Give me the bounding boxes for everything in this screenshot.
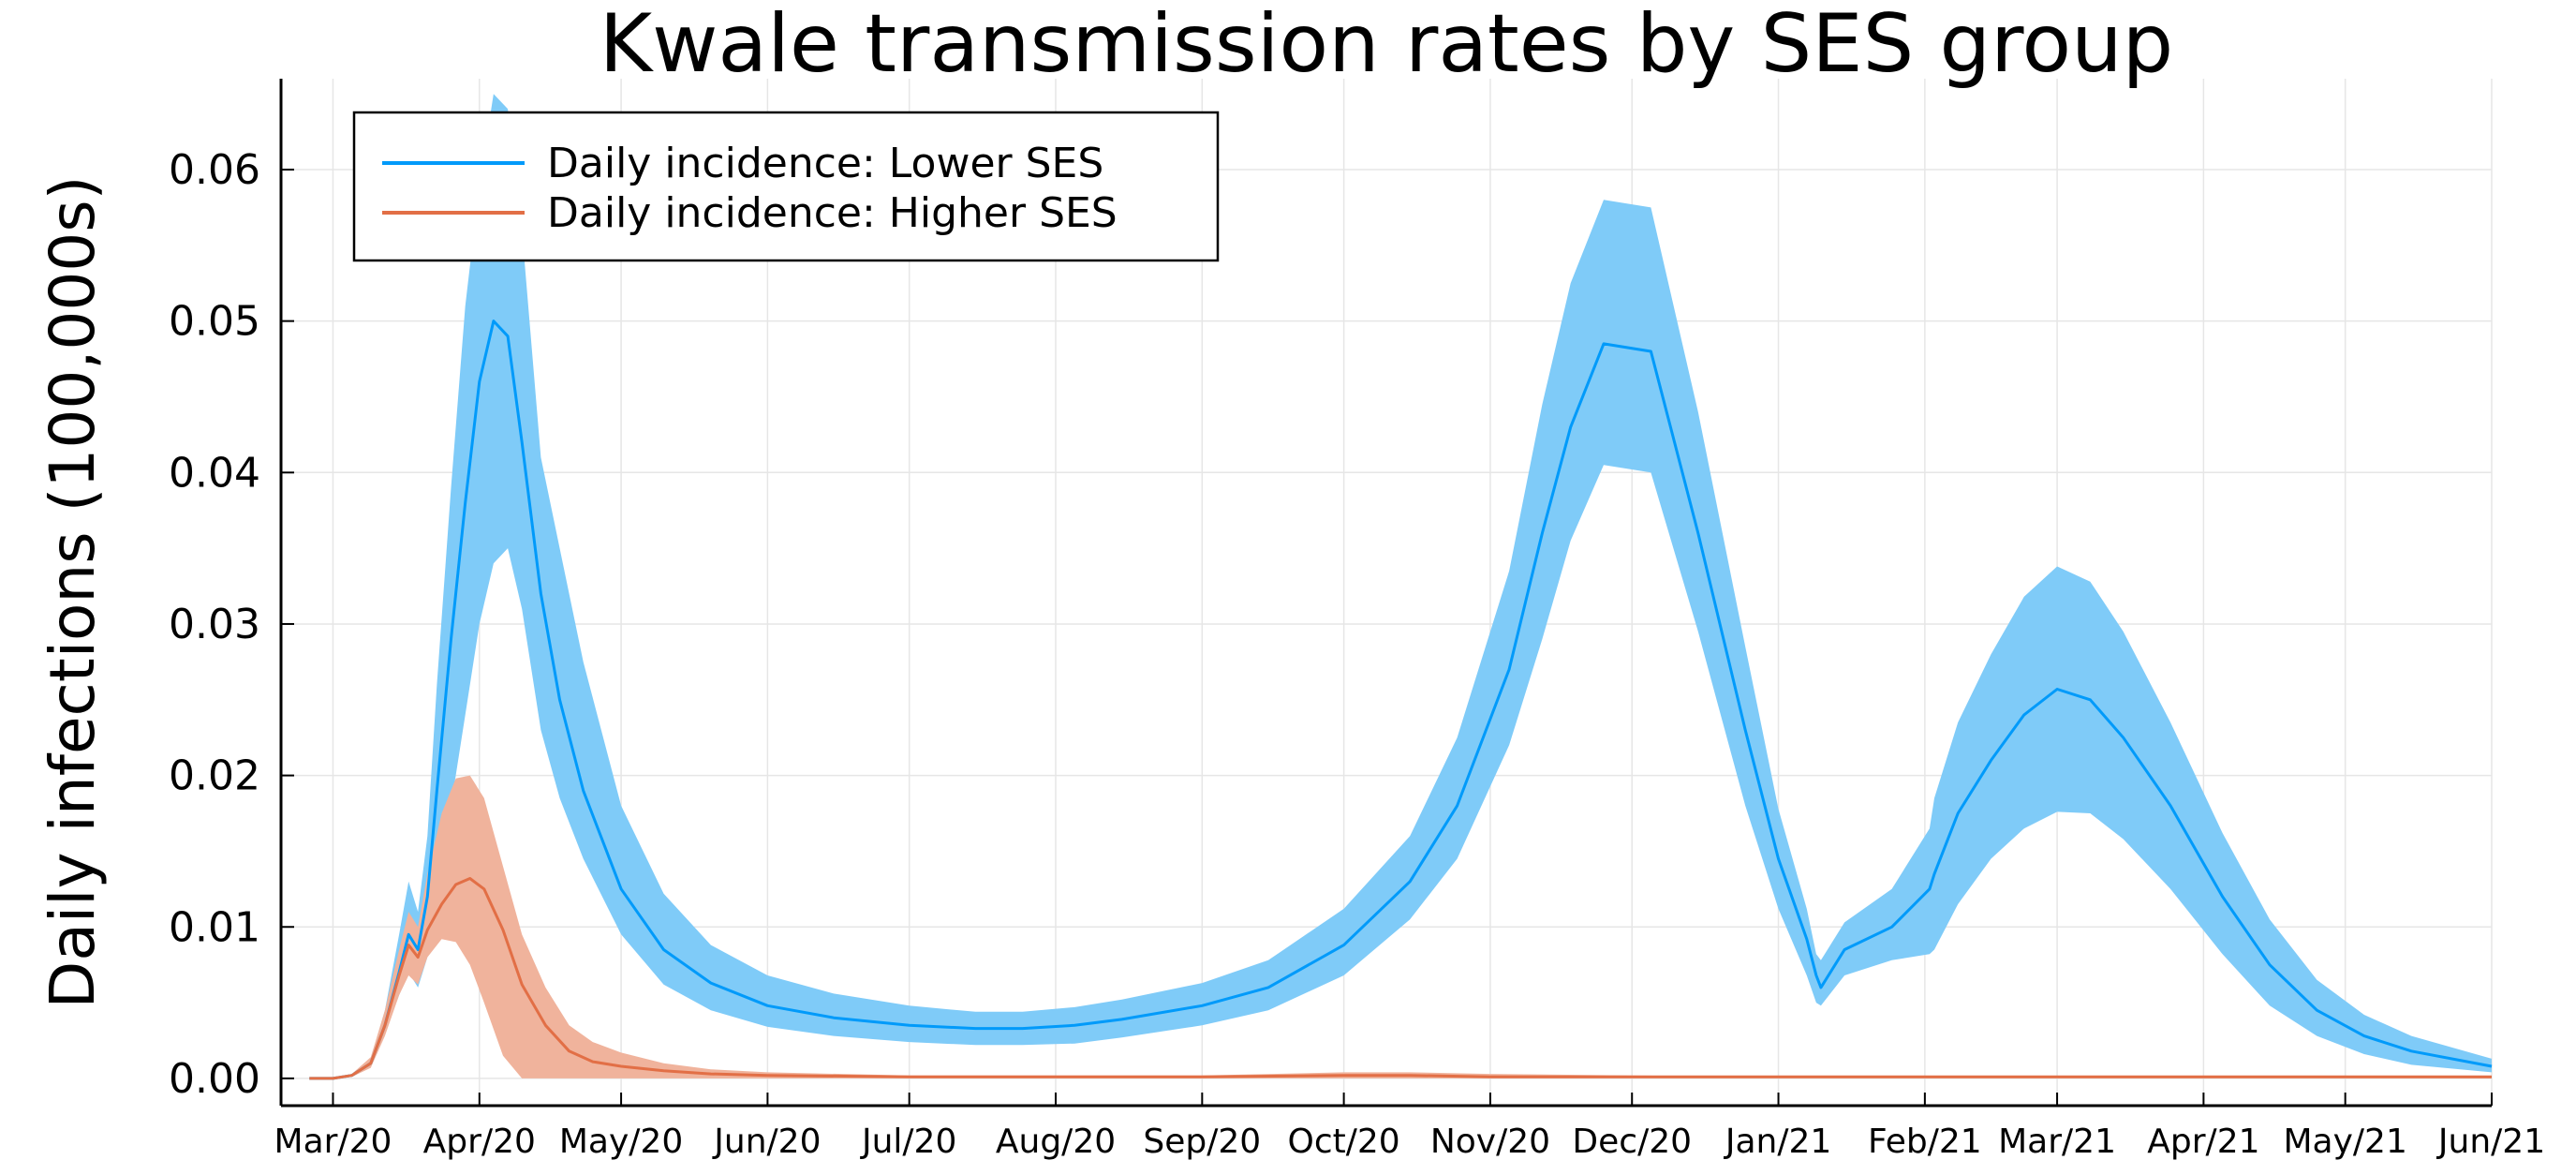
- x-tick-label: Jun/20: [712, 1123, 821, 1161]
- x-tick-label: Apr/21: [2147, 1123, 2259, 1161]
- x-tick-label: Dec/20: [1572, 1123, 1692, 1161]
- x-tick-label: Apr/20: [423, 1123, 536, 1161]
- y-tick-label: 0.03: [169, 601, 260, 648]
- y-ticks: 0.00 0.01 0.02 0.03 0.04 0.05 0.06: [169, 146, 294, 1103]
- line-lower-ses: [309, 320, 2493, 1080]
- y-tick-label: 0.01: [169, 903, 260, 951]
- y-tick-label: 0.05: [169, 298, 260, 346]
- y-tick-label: 0.02: [169, 752, 260, 800]
- x-tick-label: Feb/21: [1868, 1123, 1982, 1161]
- x-tick-label: Mar/21: [1998, 1123, 2116, 1161]
- x-tick-label: Jun/21: [2436, 1123, 2545, 1161]
- legend-label-higher-ses: Daily incidence: Higher SES: [547, 189, 1118, 237]
- band-higher-ses: [309, 775, 2492, 1078]
- y-tick-label: 0.04: [169, 449, 260, 497]
- legend-label-lower-ses: Daily incidence: Lower SES: [547, 140, 1103, 187]
- x-tick-label: May/21: [2283, 1123, 2406, 1161]
- x-ticks: Mar/20 Apr/20 May/20 Jun/20 Jul/20 Aug/20 Sep/…: [274, 1093, 2545, 1161]
- x-tick-label: Mar/20: [274, 1123, 392, 1161]
- legend: Daily incidence: Lower SES Daily inciden…: [352, 111, 1220, 262]
- x-tick-label: May/20: [559, 1123, 683, 1161]
- y-tick-label: 0.06: [169, 146, 260, 194]
- x-tick-label: Jan/21: [1724, 1123, 1831, 1161]
- x-tick-label: Jul/20: [860, 1123, 956, 1161]
- x-tick-label: Aug/20: [996, 1123, 1116, 1161]
- x-tick-label: Nov/20: [1430, 1123, 1550, 1161]
- series-lines: [309, 320, 2493, 1080]
- y-tick-label: 0.00: [169, 1055, 260, 1103]
- band-lower-ses: [309, 94, 2492, 1078]
- legend-box: [352, 111, 1220, 262]
- confidence-bands: [309, 94, 2492, 1078]
- chart-title: Kwale transmission rates by SES group: [600, 0, 2174, 91]
- axes: [279, 79, 2492, 1108]
- x-tick-label: Sep/20: [1143, 1123, 1261, 1161]
- line-higher-ses: [309, 877, 2492, 1080]
- y-axis-label: Daily infections (100,000s): [37, 176, 109, 1009]
- x-tick-label: Oct/20: [1288, 1123, 1400, 1161]
